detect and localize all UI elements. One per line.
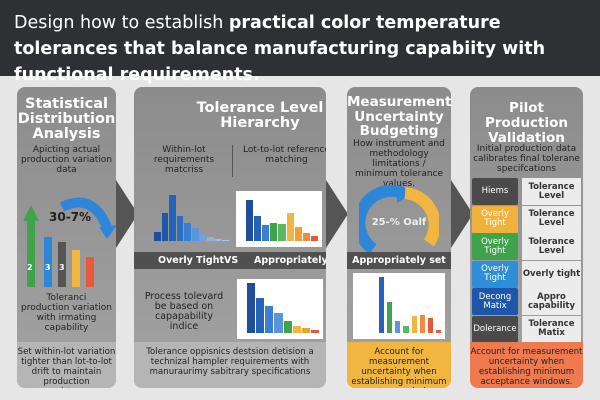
gauge-label: 25-% Oalf [371, 217, 427, 228]
tolerance-table: Hiems Tolerance Level Overly Tight Toleran… [472, 178, 581, 343]
capability-chart [237, 279, 323, 339]
vs-label: VS [224, 255, 239, 266]
blue-arc [359, 185, 406, 254]
panel-tolerance-hierarchy: Tolerance Level Hierarchy Within-lot req… [134, 87, 326, 388]
row-key: Decong Matix [472, 288, 518, 315]
green-arrow-head [23, 205, 39, 221]
yellow-arc [404, 187, 439, 247]
yellow-bar [72, 250, 80, 287]
row-value: Tolerance Matix [522, 315, 581, 343]
panel-footer: Set within-lot variation tighter than lo… [17, 342, 116, 388]
table-row: Overly Tight Tolerance Level [472, 233, 581, 260]
title-bold: practical color temperature tolerances t… [14, 13, 546, 85]
panel-subtitle: Initial production data calibrates final… [473, 144, 580, 174]
uncertainty-chart [353, 273, 445, 339]
within-lot-histogram [154, 195, 229, 241]
blue-arc-arrow [59, 197, 112, 230]
table-row: Overly Tight Tolerance Level [472, 205, 581, 233]
panel-title: Tolerance Level Hierarchy [196, 100, 324, 131]
row-key: Dolerance [472, 315, 518, 343]
row-key: Overly Tight [472, 205, 518, 233]
row-value: Tolerance Level [522, 233, 581, 260]
panel-statistical-distribution: Statistical Distribution Analysis Apicti… [17, 87, 116, 388]
comparison-bar: Overly Tight VS Appropriately [134, 252, 326, 269]
col-right-label: Lot-to-lot reference matching [243, 145, 326, 165]
panel-subtitle: How instrument and methodology limitatio… [353, 139, 445, 189]
row-key: Hiems [472, 178, 518, 205]
row-value: Appro capability [522, 288, 581, 315]
table-row: Hiems Tolerance Level [472, 178, 581, 205]
flow-arrow [326, 180, 348, 248]
panel-body: Process tolevard be based on capapabilit… [144, 291, 224, 332]
flow-arrow [116, 180, 138, 248]
bar-label: 2 [27, 263, 33, 272]
appropriately-label: Appropriately [254, 255, 326, 266]
panel-pilot-validation: Pilot Production Validation Initial prod… [470, 87, 583, 388]
table-row: Dolerance Tolerance Matix [472, 315, 581, 343]
flow-arrow [451, 180, 473, 248]
panel-footer: Account for measurement uncertainty when… [470, 342, 583, 388]
panel-body: Toleranci production variation with irma… [21, 293, 112, 333]
panel-footer: Tolerance oppisnics destsion detision a … [134, 342, 326, 388]
row-key: Overly Tight [472, 260, 518, 288]
panel-title: Measurement Uncertainty Budgeting [347, 94, 451, 139]
row-value: Overly tight [522, 260, 581, 288]
bar-label: 3 [45, 263, 51, 272]
col-left-label: Within-lot requirements matcriss [153, 145, 215, 175]
gray-bar [58, 242, 66, 287]
distribution-graphic [23, 197, 116, 287]
green-bar [27, 217, 35, 287]
uncertainty-gauge [359, 185, 439, 254]
arrow-head [99, 225, 116, 239]
red-bar [86, 257, 94, 287]
row-value: Tolerance Level [522, 205, 581, 233]
row-value: Tolerance Level [522, 178, 581, 205]
panel-measurement-uncertainty: Measurement Uncertainty Budgeting How in… [347, 87, 451, 388]
panel-title: Pilot Production Validation [484, 100, 569, 146]
panel-subtitle: Apicting actual production variation dat… [21, 145, 112, 175]
bar-label: 3 [59, 263, 65, 272]
table-row: Decong Matix Appro capability [472, 288, 581, 315]
lot-to-lot-chart [236, 191, 322, 247]
gauge-label: 30-7% [49, 210, 92, 224]
overly-tight-label: Overly Tight [158, 255, 224, 266]
title-light: Design how to establish [14, 13, 229, 33]
table-row: Overly Tight Overly tight [472, 260, 581, 288]
header: Design how to establish practical color … [0, 0, 600, 85]
row-key: Overly Tight [472, 233, 518, 260]
panel-title: Statistical Distribution Analysis [17, 96, 116, 142]
appropriately-set-bar: Appropriately set [347, 252, 451, 269]
panel-footer: Account for measurement uncertainty when… [347, 342, 451, 388]
divider [232, 145, 233, 177]
blue-bar [44, 237, 52, 287]
